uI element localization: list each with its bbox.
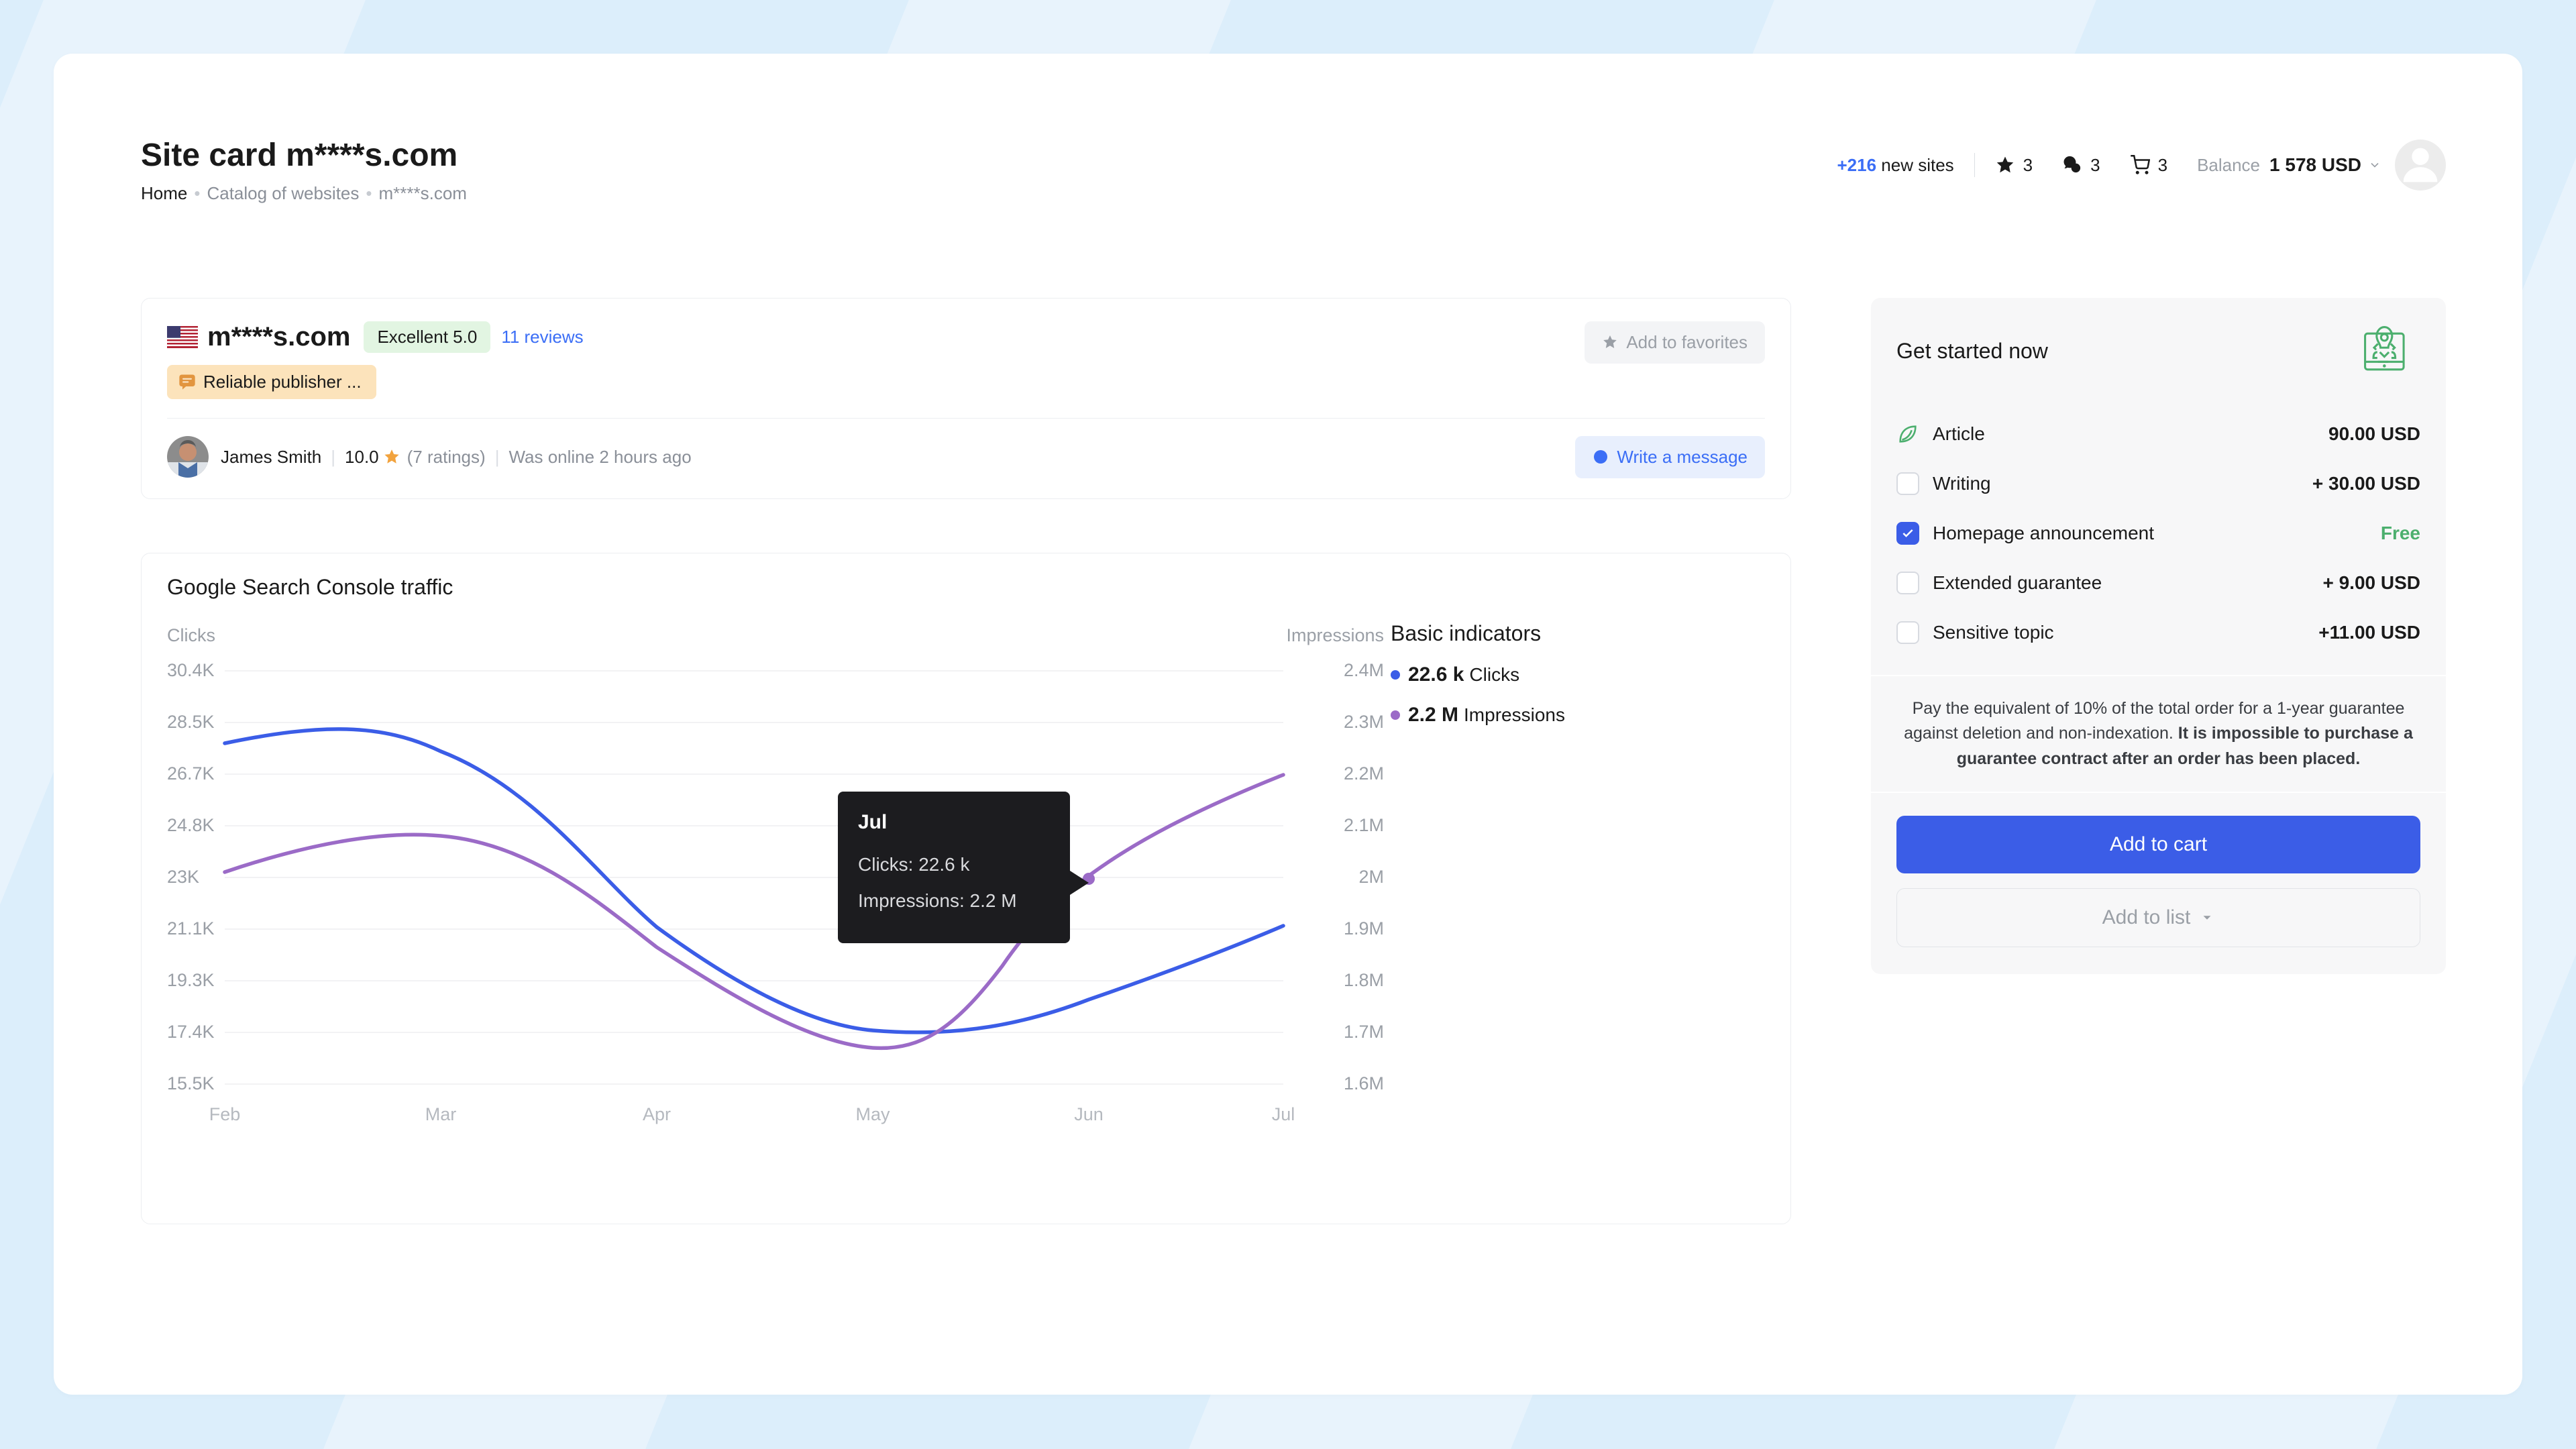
svg-text:2M: 2M <box>1358 867 1384 887</box>
svg-text:15.5K: 15.5K <box>167 1073 215 1093</box>
svg-text:Jun: Jun <box>1074 1104 1104 1124</box>
svg-text:Impressions: 2.2 M: Impressions: 2.2 M <box>858 890 1017 911</box>
svg-text:Jul: Jul <box>858 811 887 833</box>
svg-text:Impressions: Impressions <box>1286 625 1384 645</box>
svg-text:Mar: Mar <box>425 1104 457 1124</box>
svg-text:28.5K: 28.5K <box>167 712 215 732</box>
svg-text:19.3K: 19.3K <box>167 970 215 990</box>
svg-text:24.8K: 24.8K <box>167 815 215 835</box>
svg-text:Jul: Jul <box>1272 1104 1295 1124</box>
svg-text:1.6M: 1.6M <box>1344 1073 1384 1093</box>
svg-text:Clicks: Clicks <box>167 625 215 645</box>
svg-text:21.1K: 21.1K <box>167 918 215 938</box>
svg-text:May: May <box>855 1104 890 1124</box>
svg-text:Feb: Feb <box>209 1104 241 1124</box>
svg-text:17.4K: 17.4K <box>167 1022 215 1042</box>
svg-text:Apr: Apr <box>643 1104 671 1124</box>
svg-text:Clicks: 22.6 k: Clicks: 22.6 k <box>858 854 970 875</box>
svg-text:2.4M: 2.4M <box>1344 660 1384 680</box>
svg-text:1.9M: 1.9M <box>1344 918 1384 938</box>
svg-text:1.8M: 1.8M <box>1344 970 1384 990</box>
svg-text:26.7K: 26.7K <box>167 763 215 784</box>
svg-text:1.7M: 1.7M <box>1344 1022 1384 1042</box>
svg-text:2.1M: 2.1M <box>1344 815 1384 835</box>
svg-text:2.3M: 2.3M <box>1344 712 1384 732</box>
svg-text:2.2M: 2.2M <box>1344 763 1384 784</box>
svg-text:30.4K: 30.4K <box>167 660 215 680</box>
svg-text:23K: 23K <box>167 867 199 887</box>
